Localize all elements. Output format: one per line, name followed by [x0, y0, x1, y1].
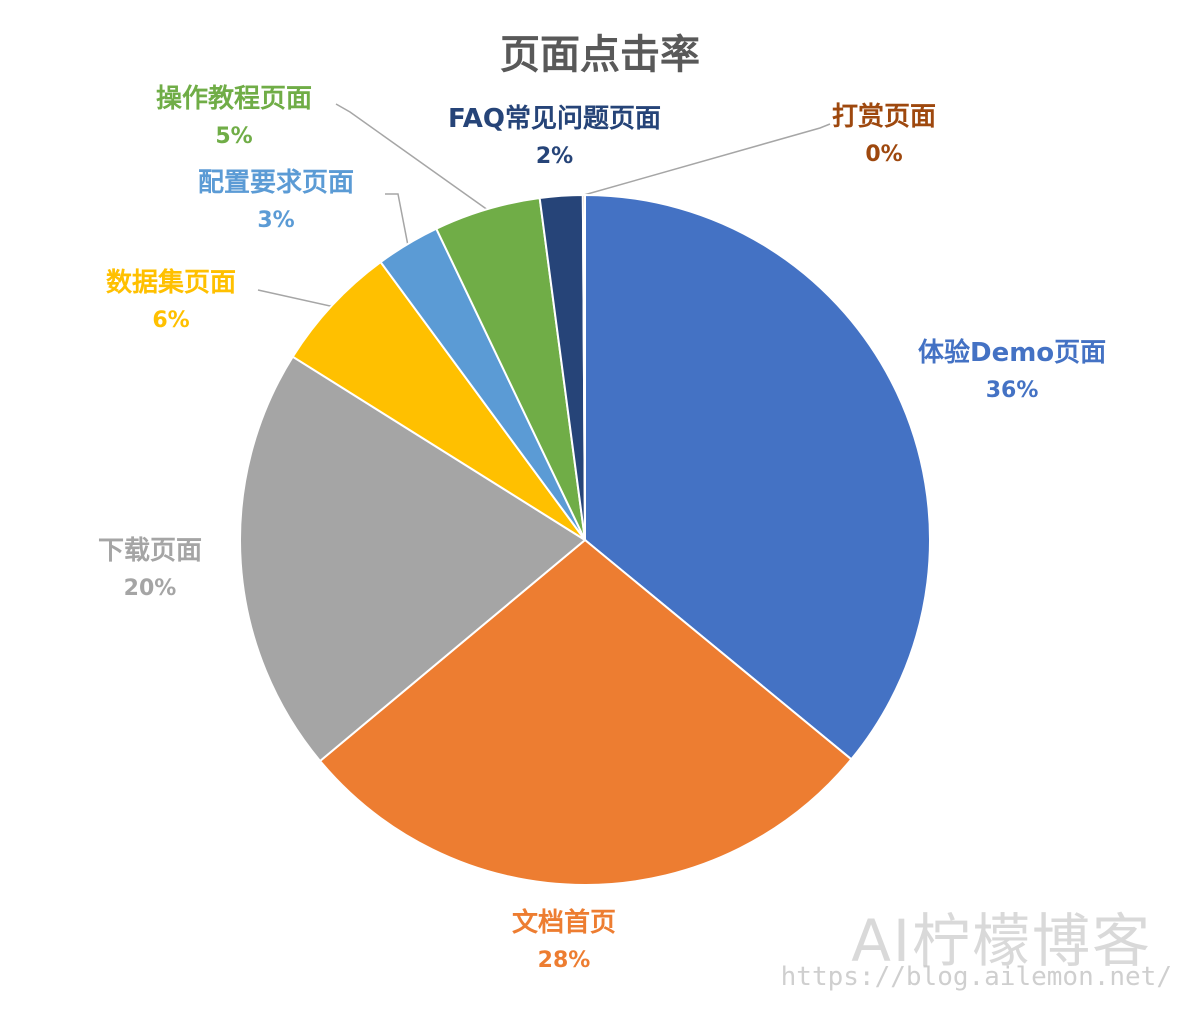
pie-slice-1	[318, 538, 853, 886]
slice-label: 配置要求页面	[198, 168, 355, 198]
slice-label: FAQ常见问题页面	[448, 104, 662, 134]
slice-percent: 5%	[215, 124, 253, 149]
leader-line-5	[335, 103, 488, 210]
slice-percent: 6%	[152, 308, 190, 333]
data-label-shujuji: 数据集页面 6%	[106, 264, 236, 340]
slice-label: 下载页面	[98, 536, 203, 566]
slice-percent: 2%	[535, 144, 574, 169]
leader-line-7	[583, 123, 831, 196]
pie-slice-3	[291, 260, 586, 541]
slice-label: 打赏页面	[832, 102, 937, 132]
watermark-text: AI柠檬博客	[851, 907, 1152, 975]
slice-percent: 3%	[257, 208, 295, 233]
leader-line-3	[257, 289, 333, 307]
data-label-caozuo-jiaocheng: 操作教程页面 5%	[156, 80, 312, 156]
slice-label: 数据集页面	[106, 268, 237, 298]
slice-label: 体验Demo页面	[918, 338, 1107, 368]
watermark-url: https://blog.ailemon.net/	[780, 962, 1172, 992]
data-label-faq: FAQ常见问题页面 2%	[448, 100, 661, 176]
slice-label: 操作教程页面	[156, 84, 313, 114]
data-label-wendang-shouye: 文档首页 28%	[512, 904, 616, 980]
slice-label: 文档首页	[512, 908, 617, 938]
leader-line-4	[385, 193, 409, 245]
pie-slice-2	[239, 355, 587, 763]
slice-percent: 0%	[865, 142, 903, 167]
pie-slice-7	[581, 193, 586, 541]
slice-percent: 36%	[985, 378, 1039, 403]
pie-slice-0	[584, 193, 931, 761]
data-label-xiazai: 下载页面 20%	[98, 532, 202, 608]
data-label-dashang: 打赏页面 0%	[832, 98, 936, 174]
data-label-tiyan-demo: 体验Demo页面 36%	[918, 334, 1106, 410]
slice-percent: 28%	[537, 948, 591, 973]
slice-percent: 20%	[123, 576, 177, 601]
chart-title: 页面点击率	[500, 32, 700, 78]
data-label-peizhi-yaoqiu: 配置要求页面 3%	[198, 164, 354, 240]
